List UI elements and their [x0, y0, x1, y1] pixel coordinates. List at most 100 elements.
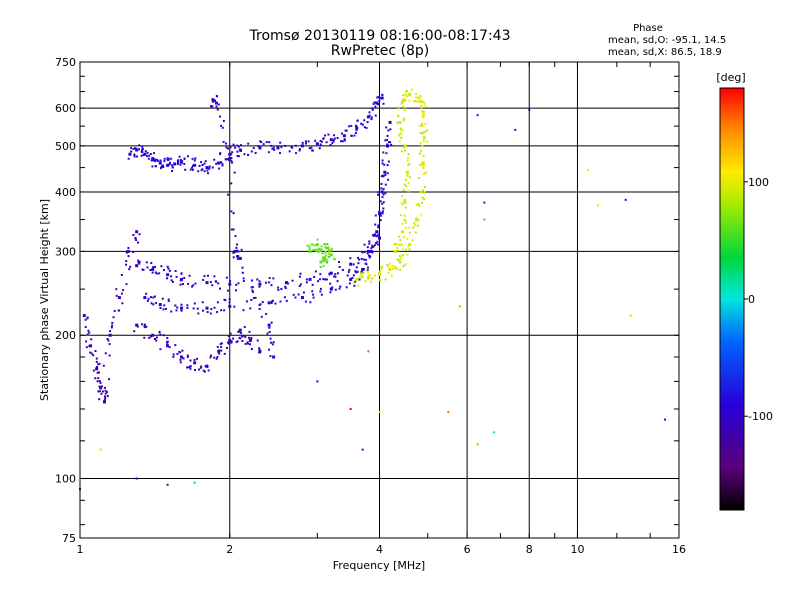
echo-dot [236, 340, 239, 343]
data-point [308, 249, 312, 253]
echo-dot [387, 140, 390, 143]
echo-dot [112, 316, 115, 319]
data-point [378, 236, 381, 240]
echo-dot [144, 150, 147, 153]
echo-dot [125, 251, 128, 254]
echo-dot [277, 288, 280, 291]
echo-dot [134, 237, 137, 240]
echo-dot [140, 154, 143, 157]
echo-dot [420, 164, 423, 167]
echo-dot [210, 105, 213, 108]
echo-dot [381, 265, 384, 268]
data-point [205, 166, 209, 170]
echo-dot [416, 224, 419, 227]
data-point [180, 160, 184, 164]
echo-dot [330, 247, 333, 250]
echo-dot [307, 140, 310, 143]
echo-dot [291, 279, 294, 282]
data-point [597, 204, 600, 207]
echo-dot [95, 360, 98, 363]
echo-dot [370, 250, 373, 253]
data-point [447, 410, 450, 413]
echo-dot [258, 308, 261, 311]
echo-dot [291, 146, 294, 149]
echo-dot [386, 138, 389, 141]
echo-dot [397, 249, 400, 252]
echo-dot [164, 307, 167, 310]
echo-dot [407, 190, 410, 193]
echo-dot [386, 172, 389, 175]
echo-dot [403, 199, 406, 202]
echo-dot [334, 275, 337, 278]
echo-dot [268, 326, 271, 329]
echo-dot [283, 296, 286, 299]
echo-dot [393, 243, 396, 246]
echo-dot [368, 254, 371, 257]
echo-dot [334, 273, 337, 276]
echo-dot [355, 266, 358, 269]
echo-dot [412, 100, 415, 103]
data-point [349, 262, 353, 266]
echo-dot [354, 270, 357, 273]
echo-dot [390, 143, 393, 146]
echo-dot [233, 305, 236, 308]
echo-dot [367, 270, 370, 273]
echo-dot [257, 145, 260, 148]
x-tick-label: 4 [376, 543, 383, 556]
echo-dot [387, 264, 390, 267]
echo-dot [227, 193, 230, 196]
echo-dot [220, 342, 223, 345]
data-point [151, 267, 155, 271]
echo-dot [419, 132, 422, 135]
echo-dot [381, 162, 384, 165]
echo-dot [370, 247, 373, 250]
echo-dot [280, 146, 283, 149]
echo-dot [120, 292, 123, 295]
echo-dot [133, 330, 136, 333]
data-point [173, 162, 177, 166]
echo-dot [104, 352, 107, 355]
echo-dot [127, 157, 130, 160]
echo-dot [182, 357, 185, 360]
data-point [355, 277, 359, 281]
echo-dot [423, 191, 426, 194]
echo-dot [423, 131, 426, 134]
echo-dot [336, 137, 339, 140]
echo-dot [125, 260, 128, 263]
echo-dot [371, 244, 374, 247]
echo-dot [170, 275, 173, 278]
echo-dot [148, 154, 151, 157]
echo-dot [170, 279, 173, 282]
echo-dot [183, 276, 186, 279]
echo-dot [166, 265, 169, 268]
echo-dot [197, 170, 200, 173]
echo-dot [221, 164, 224, 167]
data-point [217, 349, 221, 353]
data-point [349, 277, 353, 281]
echo-dot [228, 298, 231, 301]
echo-dot [375, 242, 378, 245]
echo-dot [138, 262, 141, 265]
echo-dot [193, 369, 196, 372]
echo-dot [101, 390, 104, 393]
echo-dot [345, 286, 348, 289]
echo-dot [174, 270, 177, 273]
echo-dot [179, 158, 182, 161]
echo-dot [170, 310, 173, 313]
echo-dot [305, 142, 308, 145]
echo-dot [84, 325, 87, 328]
echo-dot [305, 278, 308, 281]
echo-dot [404, 206, 407, 209]
data-point [380, 96, 384, 100]
echo-dot [408, 163, 411, 166]
echo-dot [145, 292, 148, 295]
echo-dot [270, 284, 273, 287]
echo-dot [399, 127, 402, 130]
echo-dot [374, 105, 377, 108]
data-point [180, 277, 184, 281]
echo-dot [232, 337, 235, 340]
echo-dot [152, 152, 155, 155]
echo-dot [215, 280, 218, 283]
echo-dot [223, 298, 226, 301]
echo-dot [418, 97, 421, 100]
